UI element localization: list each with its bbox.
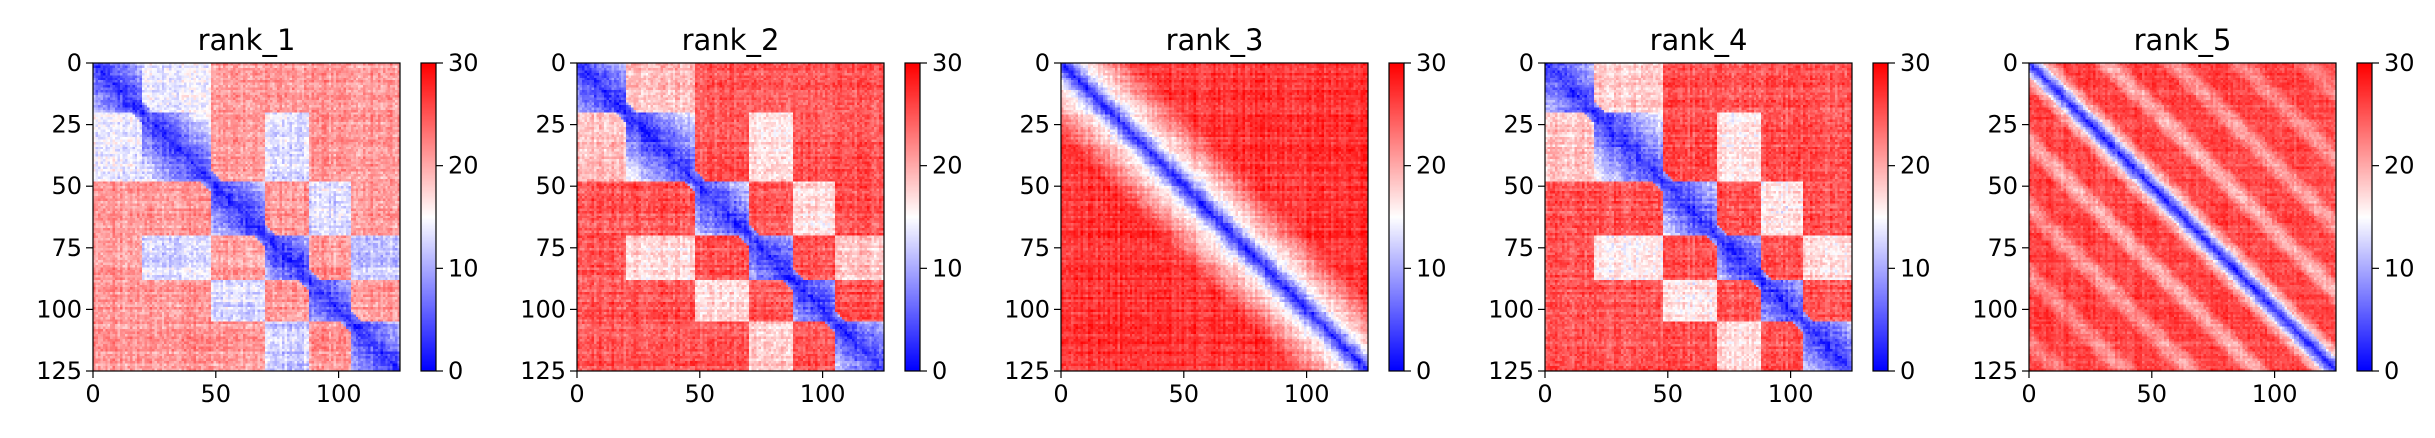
y-tick-label: 25 <box>1987 111 2018 139</box>
x-tick-label: 0 <box>569 380 584 408</box>
colorbar-gradient <box>2357 63 2372 371</box>
colorbar-tick-label: 20 <box>932 152 963 180</box>
colorbar-tick-label: 30 <box>448 49 479 77</box>
x-tick-label: 0 <box>1537 380 1552 408</box>
colorbar-tick-label: 30 <box>1900 49 1931 77</box>
y-tick-label: 125 <box>520 357 566 385</box>
axes-frame <box>2028 62 2337 372</box>
y-tick-label: 75 <box>535 234 566 262</box>
y-tick-label: 0 <box>2003 49 2018 77</box>
colorbar-tick-label: 20 <box>1900 152 1931 180</box>
colorbar-frame <box>420 62 437 372</box>
x-tick-label: 0 <box>1053 380 1068 408</box>
panel-title: rank_4 <box>1650 23 1748 57</box>
colorbar-gradient <box>1389 63 1404 371</box>
x-tick-label: 50 <box>201 380 232 408</box>
colorbar-tick-label: 20 <box>448 152 479 180</box>
y-tick-label: 75 <box>51 234 82 262</box>
axes-frame <box>1544 62 1853 372</box>
y-tick-label: 50 <box>1019 172 1050 200</box>
x-tick-label: 50 <box>1169 380 1200 408</box>
colorbar-tick-label: 10 <box>448 254 479 282</box>
x-tick-label: 50 <box>1653 380 1684 408</box>
y-tick-label: 50 <box>1503 172 1534 200</box>
axes-frame <box>576 62 885 372</box>
x-tick-label: 100 <box>1284 380 1330 408</box>
x-tick-label: 100 <box>316 380 362 408</box>
y-tick-label: 125 <box>1004 357 1050 385</box>
y-tick-label: 75 <box>1503 234 1534 262</box>
colorbar-tick-label: 0 <box>448 357 463 385</box>
heatmap-image <box>577 63 884 371</box>
x-tick-label: 100 <box>1768 380 1814 408</box>
y-tick-label: 25 <box>1019 111 1050 139</box>
panel-title: rank_1 <box>198 23 296 57</box>
colorbar-frame <box>1872 62 1889 372</box>
heatmap-image <box>1545 63 1852 371</box>
y-tick-label: 25 <box>1503 111 1534 139</box>
y-tick-label: 0 <box>551 49 566 77</box>
x-tick-label: 50 <box>685 380 716 408</box>
y-tick-label: 125 <box>1972 357 2018 385</box>
y-tick-label: 50 <box>51 172 82 200</box>
y-tick-label: 25 <box>51 111 82 139</box>
y-tick-label: 100 <box>36 295 82 323</box>
colorbar-frame <box>1388 62 1405 372</box>
x-tick-label: 50 <box>2137 380 2168 408</box>
heatmap-image <box>93 63 400 371</box>
colorbar-gradient <box>905 63 920 371</box>
colorbar-frame <box>2356 62 2373 372</box>
y-tick-label: 50 <box>1987 172 2018 200</box>
colorbar-tick-label: 30 <box>1416 49 1447 77</box>
colorbar-tick-label: 30 <box>932 49 963 77</box>
colorbar-tick-label: 0 <box>1900 357 1915 385</box>
panel-title: rank_5 <box>2134 23 2232 57</box>
colorbar-tick-label: 30 <box>2384 49 2415 77</box>
colorbar-tick-label: 10 <box>2384 254 2415 282</box>
heatmap-image <box>2029 63 2336 371</box>
x-tick-label: 100 <box>800 380 846 408</box>
y-tick-label: 50 <box>535 172 566 200</box>
y-tick-label: 125 <box>36 357 82 385</box>
colorbar-tick-label: 10 <box>932 254 963 282</box>
colorbar-tick-label: 10 <box>1416 254 1447 282</box>
colorbar-tick-label: 10 <box>1900 254 1931 282</box>
panel-title: rank_2 <box>682 23 780 57</box>
y-tick-label: 0 <box>1519 49 1534 77</box>
x-tick-label: 0 <box>2021 380 2036 408</box>
y-tick-label: 100 <box>1972 295 2018 323</box>
colorbar-gradient <box>1873 63 1888 371</box>
x-tick-label: 100 <box>2252 380 2298 408</box>
colorbar-tick-label: 0 <box>1416 357 1431 385</box>
y-tick-label: 100 <box>1488 295 1534 323</box>
colorbar-frame <box>904 62 921 372</box>
colorbar-tick-label: 0 <box>2384 357 2399 385</box>
colorbar-gradient <box>421 63 436 371</box>
colorbar-tick-label: 20 <box>1416 152 1447 180</box>
y-tick-label: 0 <box>1035 49 1050 77</box>
y-tick-label: 0 <box>67 49 82 77</box>
heatmap-image <box>1061 63 1368 371</box>
colorbar-tick-label: 20 <box>2384 152 2415 180</box>
panel-title: rank_3 <box>1166 23 1264 57</box>
y-tick-label: 75 <box>1019 234 1050 262</box>
y-tick-label: 75 <box>1987 234 2018 262</box>
y-tick-label: 25 <box>535 111 566 139</box>
colorbar-tick-label: 0 <box>932 357 947 385</box>
y-tick-label: 100 <box>520 295 566 323</box>
axes-frame <box>1060 62 1369 372</box>
y-tick-label: 100 <box>1004 295 1050 323</box>
y-tick-label: 125 <box>1488 357 1534 385</box>
axes-frame <box>92 62 401 372</box>
x-tick-label: 0 <box>85 380 100 408</box>
